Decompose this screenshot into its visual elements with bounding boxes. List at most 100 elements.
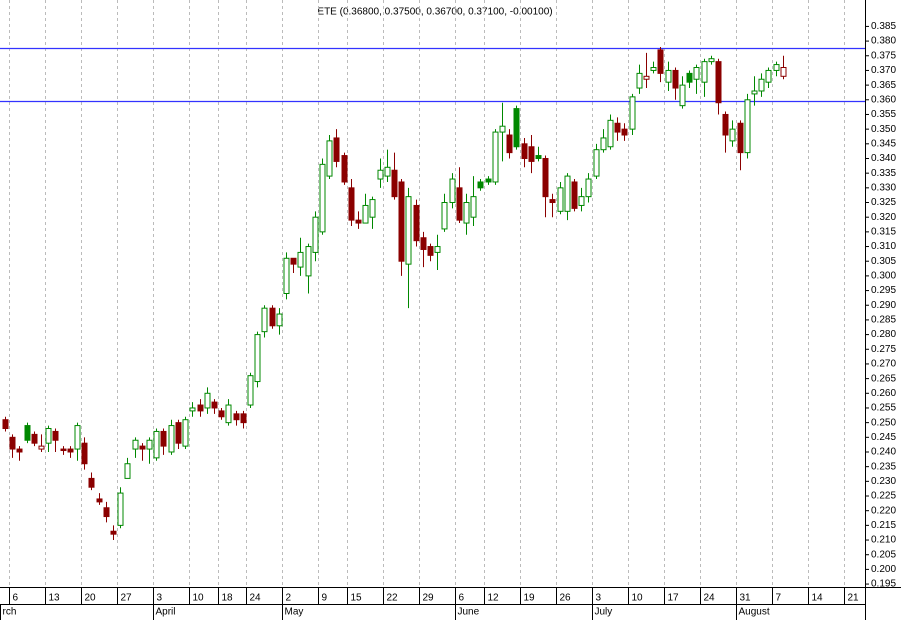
candle-body bbox=[585, 178, 592, 198]
x-tick-label: 12 bbox=[488, 593, 500, 604]
candle-body bbox=[499, 125, 506, 133]
candle-body bbox=[492, 131, 499, 183]
candle-body bbox=[391, 169, 398, 198]
candle-body bbox=[218, 410, 225, 418]
candle-body bbox=[528, 146, 535, 162]
y-tick-label: 0.285 bbox=[871, 315, 896, 326]
candle-body bbox=[369, 199, 376, 218]
y-tick-label: 0.355 bbox=[871, 109, 896, 120]
candle-body bbox=[413, 204, 420, 242]
y-tick-label: 0.200 bbox=[871, 564, 896, 575]
x-tick-label: 21 bbox=[848, 593, 860, 604]
month-label: April bbox=[156, 607, 176, 618]
candle-body bbox=[110, 530, 117, 535]
candle-body bbox=[398, 181, 405, 262]
y-tick-label: 0.195 bbox=[871, 579, 896, 590]
candle-body bbox=[146, 439, 153, 450]
month-label: July bbox=[595, 607, 613, 618]
candle-body bbox=[686, 72, 693, 83]
y-tick-label: 0.340 bbox=[871, 153, 896, 164]
y-tick-label: 0.370 bbox=[871, 65, 896, 76]
y-tick-label: 0.335 bbox=[871, 168, 896, 179]
candle-body bbox=[74, 425, 81, 450]
candle-body bbox=[571, 181, 578, 209]
y-tick-label: 0.265 bbox=[871, 373, 896, 384]
candle-body bbox=[38, 445, 45, 450]
y-tick-label: 0.270 bbox=[871, 359, 896, 370]
candle-body bbox=[441, 202, 448, 230]
candle-body bbox=[773, 64, 780, 71]
chart-title: ETE (0.36800, 0.37500, 0.36700, 0.37100,… bbox=[317, 7, 552, 18]
candle-body bbox=[31, 433, 38, 444]
candle-body bbox=[600, 137, 607, 151]
x-tick-label: 6 bbox=[459, 593, 465, 604]
candle-body bbox=[405, 196, 412, 265]
y-tick-label: 0.245 bbox=[871, 432, 896, 443]
y-tick-label: 0.365 bbox=[871, 80, 896, 91]
candle-body bbox=[578, 196, 585, 206]
x-tick-label: 14 bbox=[812, 593, 824, 604]
candle-body bbox=[103, 507, 110, 518]
y-tick-label: 0.275 bbox=[871, 344, 896, 355]
candle-body bbox=[377, 169, 384, 180]
candle-body bbox=[197, 404, 204, 412]
candle-body bbox=[650, 67, 657, 71]
candle-body bbox=[456, 187, 463, 221]
candle-body bbox=[470, 196, 477, 218]
y-tick-label: 0.225 bbox=[871, 491, 896, 502]
y-tick-label: 0.240 bbox=[871, 447, 896, 458]
y-tick-label: 0.295 bbox=[871, 285, 896, 296]
candle-body bbox=[557, 187, 564, 212]
candle-body bbox=[614, 122, 621, 133]
candle-body bbox=[182, 419, 189, 447]
candle-body bbox=[348, 187, 355, 221]
x-tick-label: 27 bbox=[121, 593, 133, 604]
candle-body bbox=[737, 122, 744, 154]
candle-body bbox=[549, 199, 556, 204]
y-tick-label: 0.315 bbox=[871, 227, 896, 238]
candle-body bbox=[2, 419, 9, 430]
candle-body bbox=[513, 108, 520, 148]
candle-body bbox=[521, 143, 528, 159]
x-tick-label: 6 bbox=[13, 593, 19, 604]
x-tick-label: 7 bbox=[776, 593, 782, 604]
candle-body bbox=[535, 155, 542, 159]
x-tick-label: 2 bbox=[286, 593, 292, 604]
candle-body bbox=[283, 257, 290, 294]
month-label: August bbox=[739, 607, 770, 618]
candle-body bbox=[621, 128, 628, 136]
x-tick-label: 3 bbox=[596, 593, 602, 604]
candle-body bbox=[463, 202, 470, 224]
candle-body bbox=[643, 75, 650, 80]
candle-body bbox=[117, 492, 124, 526]
x-tick-label: 20 bbox=[85, 593, 97, 604]
candle-body bbox=[67, 448, 74, 453]
candle-body bbox=[276, 313, 283, 327]
candle-body bbox=[60, 448, 67, 452]
y-tick-label: 0.320 bbox=[871, 212, 896, 223]
candle-body bbox=[355, 219, 362, 224]
x-tick-label: 13 bbox=[49, 593, 61, 604]
candle-body bbox=[88, 477, 95, 488]
candle-body bbox=[254, 334, 261, 383]
candle-body bbox=[16, 448, 23, 453]
candle-body bbox=[139, 445, 146, 450]
x-tick-label: 18 bbox=[222, 593, 234, 604]
candle-body bbox=[384, 166, 391, 177]
y-tick-label: 0.250 bbox=[871, 417, 896, 428]
candle-body bbox=[708, 58, 715, 63]
candle-body bbox=[132, 439, 139, 450]
y-tick-label: 0.345 bbox=[871, 138, 896, 149]
y-tick-label: 0.300 bbox=[871, 271, 896, 282]
candle-body bbox=[333, 137, 340, 162]
candle-body bbox=[305, 246, 312, 277]
candle-body bbox=[312, 216, 319, 253]
y-tick-label: 0.330 bbox=[871, 182, 896, 193]
candle-body bbox=[319, 163, 326, 233]
candle-body bbox=[665, 69, 672, 83]
y-tick-label: 0.375 bbox=[871, 50, 896, 61]
candle-body bbox=[693, 67, 700, 80]
y-tick-label: 0.350 bbox=[871, 124, 896, 135]
y-tick-label: 0.325 bbox=[871, 197, 896, 208]
